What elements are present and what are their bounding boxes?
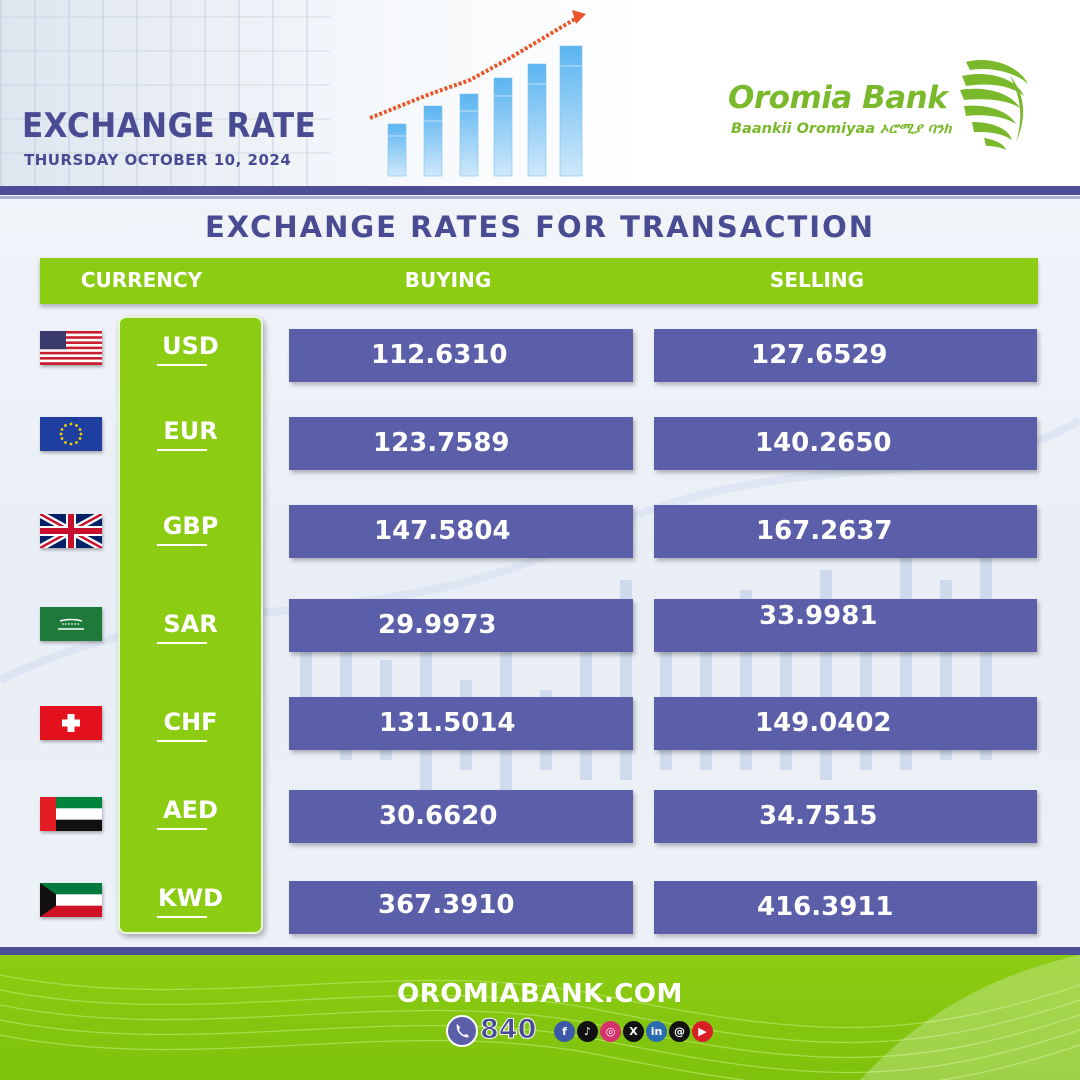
short-code-number[interactable]: 840 (479, 1014, 537, 1046)
buying-rate-cell: 147.5804 (289, 505, 633, 558)
selling-rate: 167.2637 (756, 516, 893, 546)
growth-bar-chart-illustration (369, 10, 586, 177)
swiss-flag-icon (40, 706, 102, 740)
footer-wave-pattern (0, 955, 1080, 1080)
currency-code: USD (162, 332, 219, 360)
selling-rate: 416.3911 (757, 892, 894, 922)
selling-rate-cell: 140.2650 (654, 417, 1037, 470)
website-link[interactable]: OROMIABANK.COM (397, 979, 683, 1009)
bank-emblem-icon (960, 60, 1028, 150)
header-divider (0, 186, 1080, 195)
code-underline (157, 642, 207, 644)
selling-rate: 127.6529 (751, 340, 888, 370)
instagram-icon[interactable]: ◎ (600, 1021, 621, 1042)
buying-rate-cell: 30.6620 (289, 790, 633, 843)
selling-rate-cell: 149.0402 (654, 697, 1037, 750)
buying-rate-cell: 367.3910 (289, 881, 633, 934)
currency-code: GBP (162, 512, 219, 540)
buying-rate: 29.9973 (378, 610, 497, 640)
selling-rate: 140.2650 (755, 428, 892, 458)
threads-icon[interactable]: @ (669, 1021, 690, 1042)
section-title: EXCHANGE RATES FOR TRANSACTION (204, 210, 876, 244)
column-header-buying: BUYING (404, 268, 492, 292)
selling-rate-cell: 127.6529 (654, 329, 1037, 382)
buying-rate: 30.6620 (379, 801, 498, 831)
selling-rate: 34.7515 (759, 801, 878, 831)
code-underline (157, 449, 207, 451)
currency-code: EUR (163, 417, 218, 445)
header: EXCHANGE RATE THURSDAY OCTOBER 10, 2024 … (0, 0, 1080, 188)
footer-divider (0, 947, 1080, 955)
column-header-selling: SELLING (769, 268, 865, 292)
selling-rate: 149.0402 (755, 708, 892, 738)
currency-code-column (118, 316, 263, 934)
buying-rate-cell: 131.5014 (289, 697, 633, 750)
currency-code: SAR (163, 610, 218, 638)
currency-code: KWD (158, 884, 223, 912)
buying-rate-cell: 29.9973 (289, 599, 633, 652)
header-background-grid (0, 0, 330, 188)
uae-flag-icon (40, 797, 102, 831)
buying-rate: 367.3910 (378, 890, 515, 920)
logo-subtitle: Baankii Oromiyaa ኦሮሚያ ባንክ (731, 121, 952, 137)
linkedin-icon[interactable]: in (646, 1021, 667, 1042)
logo-name: Oromia Bank (728, 80, 948, 116)
table-header: CURRENCY BUYING SELLING (40, 258, 1038, 304)
us-flag-icon (40, 331, 102, 365)
code-underline (157, 364, 207, 366)
phone-icon (446, 1015, 478, 1047)
selling-rate-cell: 167.2637 (654, 505, 1037, 558)
buying-rate: 112.6310 (371, 340, 508, 370)
currency-code: AED (163, 796, 218, 824)
buying-rate: 131.5014 (379, 708, 516, 738)
code-underline (157, 916, 207, 918)
date-label: THURSDAY OCTOBER 10, 2024 (24, 151, 292, 169)
eu-flag-icon (40, 417, 102, 451)
code-underline (157, 740, 207, 742)
footer: OROMIABANK.COM 840 f ♪ ◎ X in @ ▶ (0, 955, 1080, 1080)
saudi-flag-icon (40, 607, 102, 641)
selling-rate-cell: 33.9981 (654, 599, 1037, 652)
selling-rate: 33.9981 (759, 601, 878, 631)
selling-rate-cell: 34.7515 (654, 790, 1037, 843)
header-divider-accent (0, 196, 1080, 199)
buying-rate: 147.5804 (374, 516, 511, 546)
page-title: EXCHANGE RATE (22, 106, 317, 146)
uk-flag-icon (40, 514, 102, 548)
tiktok-icon[interactable]: ♪ (577, 1021, 598, 1042)
selling-rate-cell: 416.3911 (654, 881, 1037, 934)
facebook-icon[interactable]: f (554, 1021, 575, 1042)
x-icon[interactable]: X (623, 1021, 644, 1042)
buying-rate-cell: 112.6310 (289, 329, 633, 382)
buying-rate-cell: 123.7589 (289, 417, 633, 470)
oromia-bank-logo: Oromia Bank Baankii Oromiyaa ኦሮሚያ ባንክ (728, 60, 1048, 160)
contact-row: 840 f ♪ ◎ X in @ ▶ (446, 1014, 726, 1047)
code-underline (157, 828, 207, 830)
youtube-icon[interactable]: ▶ (692, 1021, 713, 1042)
column-header-currency: CURRENCY (80, 268, 203, 292)
currency-code: CHF (163, 708, 218, 736)
kuwait-flag-icon (40, 883, 102, 917)
buying-rate: 123.7589 (373, 428, 510, 458)
code-underline (157, 544, 207, 546)
